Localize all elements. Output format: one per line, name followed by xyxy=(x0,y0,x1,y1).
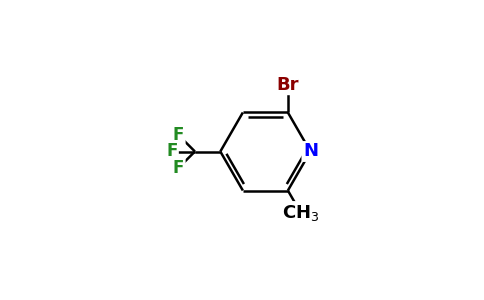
Text: CH$_3$: CH$_3$ xyxy=(282,202,319,223)
Text: F: F xyxy=(173,159,184,177)
Text: F: F xyxy=(173,126,184,144)
Text: N: N xyxy=(303,142,318,160)
Text: F: F xyxy=(166,142,178,160)
Text: Br: Br xyxy=(277,76,299,94)
